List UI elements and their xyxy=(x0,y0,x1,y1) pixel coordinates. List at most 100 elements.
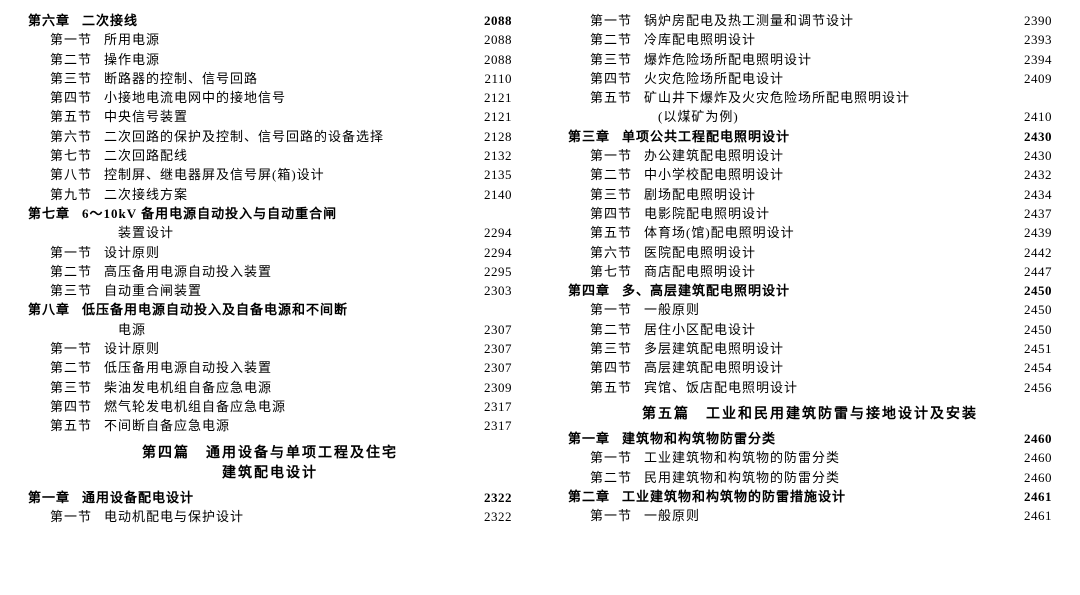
entry-title: 高压备用电源自动投入装置 xyxy=(92,265,272,278)
entry-title: (以煤矿为例) xyxy=(568,110,739,123)
entry-label: 第六节 xyxy=(568,246,632,259)
toc-section: 第二节冷库配电照明设计2393 xyxy=(568,33,1052,46)
entry-title: 工业建筑物和构筑物的防雷分类 xyxy=(632,451,840,464)
page-number: 2410 xyxy=(1024,110,1052,123)
entry-label: 第二节 xyxy=(568,33,632,46)
entry-title: 体育场(馆)配电照明设计 xyxy=(632,226,795,239)
entry-title: 单项公共工程配电照明设计 xyxy=(610,130,790,143)
entry-title: 控制屏、继电器屏及信号屏(箱)设计 xyxy=(92,168,325,181)
entry-title: 不间断自备应急电源 xyxy=(92,419,230,432)
page-number: 2088 xyxy=(484,33,512,46)
toc-section: 第二节低压备用电源自动投入装置2307 xyxy=(28,361,512,374)
toc-section: 第一节设计原则2294 xyxy=(28,246,512,259)
part-heading: 第五篇 工业和民用建筑防雷与接地设计及安装 xyxy=(568,408,1052,422)
entry-title: 剧场配电照明设计 xyxy=(632,188,756,201)
entry-label: 第三节 xyxy=(568,188,632,201)
entry-title: 火灾危险场所配电设计 xyxy=(632,72,784,85)
toc-chapter: 第六章二次接线2088 xyxy=(28,14,512,27)
entry-label: 第一节 xyxy=(28,246,92,259)
entry-title: 建筑物和构筑物防雷分类 xyxy=(610,432,776,445)
toc-section: 第二节居住小区配电设计2450 xyxy=(568,323,1052,336)
entry-label: 第四节 xyxy=(568,72,632,85)
toc-chapter: 第四章多、高层建筑配电照明设计 2450 xyxy=(568,284,1052,297)
part-heading: 第四篇 通用设备与单项工程及住宅 xyxy=(28,447,512,461)
entry-label: 第一节 xyxy=(568,451,632,464)
entry-title: 所用电源 xyxy=(92,33,160,46)
entry-label: 第三节 xyxy=(568,53,632,66)
toc-section: 第七节二次回路配线2132 xyxy=(28,149,512,162)
entry-label: 第三节 xyxy=(28,284,92,297)
entry-title: 电动机配电与保护设计 xyxy=(92,510,244,523)
toc-section: 第六节二次回路的保护及控制、信号回路的设备选择2128 xyxy=(28,130,512,143)
page-number: 2322 xyxy=(484,510,512,523)
entry-title: 断路器的控制、信号回路 xyxy=(92,72,258,85)
toc-section: 第二节民用建筑物和构筑物的防雷分类2460 xyxy=(568,471,1052,484)
entry-label: 第四章 xyxy=(568,284,610,297)
entry-label: 第七节 xyxy=(28,149,92,162)
toc-section: 第四节小接地电流电网中的接地信号2121 xyxy=(28,91,512,104)
page-number: 2442 xyxy=(1024,246,1052,259)
entry-title: 一般原则 xyxy=(632,303,700,316)
entry-title: 装置设计 xyxy=(28,226,174,239)
page-number: 2088 xyxy=(484,53,512,66)
entry-label: 第四节 xyxy=(28,91,92,104)
entry-label: 第一节 xyxy=(568,303,632,316)
toc-section: 第四节火灾危险场所配电设计2409 xyxy=(568,72,1052,85)
entry-label: 第一节 xyxy=(568,14,632,27)
entry-label: 第二节 xyxy=(28,361,92,374)
entry-label: 第五节 xyxy=(568,226,632,239)
page-number: 2454 xyxy=(1024,361,1052,374)
toc-section: 第一节设计原则2307 xyxy=(28,342,512,355)
entry-title: 多、高层建筑配电照明设计 xyxy=(610,284,790,297)
entry-title: 宾馆、饭店配电照明设计 xyxy=(632,381,798,394)
page-number: 2450 xyxy=(1024,323,1052,336)
page-number: 2322 xyxy=(484,491,512,504)
page-number: 2430 xyxy=(1024,149,1052,162)
entry-label: 第一节 xyxy=(28,33,92,46)
page-number: 2140 xyxy=(484,188,512,201)
entry-title: 自动重合闸装置 xyxy=(92,284,202,297)
page-number: 2307 xyxy=(484,342,512,355)
entry-label: 第二节 xyxy=(568,168,632,181)
entry-title: 一般原则 xyxy=(632,509,700,522)
entry-label: 第三章 xyxy=(568,130,610,143)
page-number: 2303 xyxy=(484,284,512,297)
page-number: 2110 xyxy=(484,72,512,85)
entry-title: 医院配电照明设计 xyxy=(632,246,756,259)
toc-section: 第九节二次接线方案2140 xyxy=(28,188,512,201)
entry-title: 小接地电流电网中的接地信号 xyxy=(92,91,286,104)
entry-title: 电源 xyxy=(28,323,146,336)
entry-label: 第一节 xyxy=(28,510,92,523)
toc-chapter: 第三章单项公共工程配电照明设计2430 xyxy=(568,130,1052,143)
toc-section: 第一节一般原则 2461 xyxy=(568,509,1052,522)
toc-section: 第四节燃气轮发电机组自备应急电源2317 xyxy=(28,400,512,413)
entry-label: 第六章 xyxy=(28,14,70,27)
entry-title: 锅炉房配电及热工测量和调节设计 xyxy=(632,14,854,27)
toc-section: 第八节控制屏、继电器屏及信号屏(箱)设计2135 xyxy=(28,168,512,181)
page-number: 2317 xyxy=(484,400,512,413)
toc-section: 第六节医院配电照明设计 2442 xyxy=(568,246,1052,259)
left-column: 第六章二次接线2088第一节所用电源2088第二节操作电源2088第三节断路器的… xyxy=(0,0,540,595)
page-number: 2128 xyxy=(484,130,512,143)
page-number: 2450 xyxy=(1024,284,1052,297)
entry-label: 第一节 xyxy=(568,509,632,522)
toc-continuation: (以煤矿为例) 2410 xyxy=(568,110,1052,123)
entry-label: 第四节 xyxy=(568,361,632,374)
entry-title: 通用设备配电设计 xyxy=(70,491,194,504)
entry-label: 第二章 xyxy=(568,490,610,503)
entry-label: 第二节 xyxy=(28,53,92,66)
toc-section: 第三节自动重合闸装置 2303 xyxy=(28,284,512,297)
page-number: 2434 xyxy=(1024,188,1052,201)
toc-section: 第七节商店配电照明设计2447 xyxy=(568,265,1052,278)
toc-section: 第一节一般原则2450 xyxy=(568,303,1052,316)
page-number: 2390 xyxy=(1024,14,1052,27)
entry-title: 二次回路配线 xyxy=(92,149,188,162)
entry-title: 二次接线方案 xyxy=(92,188,188,201)
entry-title: 操作电源 xyxy=(92,53,160,66)
entry-title: 低压备用电源自动投入装置 xyxy=(92,361,272,374)
page-number: 2461 xyxy=(1024,509,1052,522)
page-number: 2317 xyxy=(484,419,512,432)
toc-section: 第四节高层建筑配电照明设计2454 xyxy=(568,361,1052,374)
entry-label: 第五节 xyxy=(568,91,632,104)
entry-title: 中小学校配电照明设计 xyxy=(632,168,784,181)
